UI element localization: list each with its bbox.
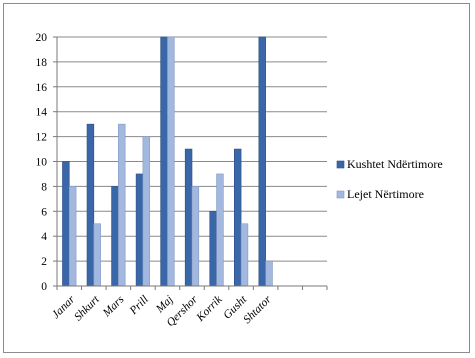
- bar-lejet-Prill: [142, 136, 151, 287]
- bar-kushtet-Qershor: [184, 148, 193, 287]
- bar-kushtet-Maj: [160, 36, 168, 287]
- legend-swatch: [336, 160, 345, 169]
- y-tick-label: 20: [36, 32, 48, 44]
- bars: [62, 36, 273, 287]
- legend-swatch: [336, 190, 345, 199]
- bar-kushtet-Shkurt: [86, 123, 95, 287]
- bar-lejet-Gusht: [240, 223, 249, 287]
- bar-lejet-Janar: [68, 186, 77, 287]
- bar-lejet-Qershor: [191, 186, 200, 287]
- y-tick-label: 14: [36, 107, 48, 119]
- bar-kushtet-Prill: [135, 173, 144, 287]
- x-tick-label: Prill: [127, 294, 151, 318]
- y-tick-label: 6: [41, 206, 47, 218]
- x-tick-label: Shkurt: [72, 293, 102, 323]
- y-tick-labels: 0 2 4 6 8 10 12 14 16 18 20: [36, 32, 48, 293]
- bar-kushtet-Shtator: [258, 36, 266, 287]
- y-tick-label: 12: [36, 132, 48, 144]
- legend-label: Kushtet Ndërtimore: [347, 157, 443, 171]
- bar-lejet-Maj: [167, 36, 175, 287]
- y-tick-label: 4: [41, 231, 47, 243]
- legend: Kushtet Ndërtimore Lejet Nërtimore: [336, 157, 443, 201]
- bar-lejet-Korrik: [216, 173, 224, 287]
- bar-lejet-Shkurt: [93, 223, 101, 287]
- gridlines: [57, 36, 327, 262]
- x-tick-label: Korrik: [194, 293, 226, 325]
- bar-kushtet-Gusht: [233, 148, 242, 287]
- y-tick-label: 0: [41, 281, 47, 293]
- bar-kushtet-Korrik: [209, 211, 217, 287]
- legend-label: Lejet Nërtimore: [347, 187, 424, 201]
- x-tick-label: Mars: [100, 293, 127, 320]
- bar-lejet-Shtator: [265, 260, 273, 287]
- bar-lejet-Mars: [118, 123, 126, 287]
- y-tick-label: 2: [41, 256, 47, 268]
- y-tick-label: 18: [36, 57, 48, 69]
- axes: [53, 36, 328, 290]
- bar-kushtet-Janar: [62, 161, 70, 287]
- y-tick-label: 8: [41, 181, 47, 193]
- y-tick-label: 10: [36, 157, 48, 169]
- y-tick-label: 16: [36, 82, 48, 94]
- bar-kushtet-Mars: [111, 186, 119, 287]
- x-tick-label: Shtator: [241, 293, 274, 326]
